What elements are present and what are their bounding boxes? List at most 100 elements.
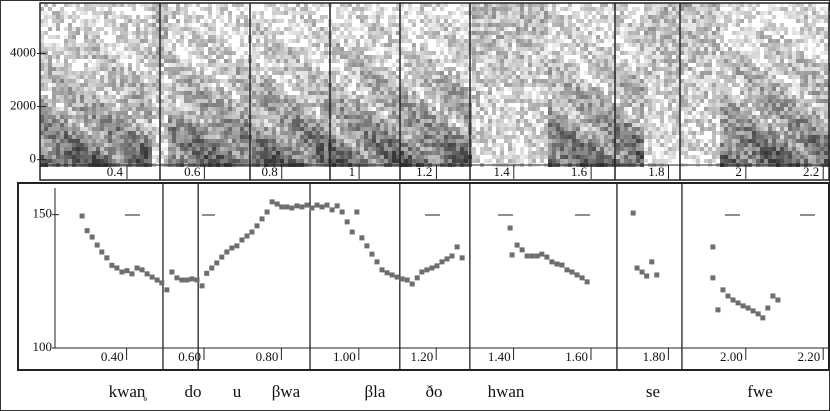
spectrogram-cell (516, 91, 520, 95)
spectrogram-cell (560, 27, 564, 31)
spectrogram-cell (152, 155, 156, 159)
spectrogram-cell (284, 111, 288, 115)
spectrogram-cell (532, 99, 536, 103)
spectrogram-cell (552, 131, 556, 135)
spectrogram-cell (168, 51, 172, 55)
spectrogram-cell (104, 55, 108, 59)
spectrogram-cell (596, 59, 600, 63)
spectrogram-cell (432, 19, 436, 23)
spectrogram-cell (84, 71, 88, 75)
spectrogram-cell (116, 3, 120, 7)
spectrogram-cell (392, 43, 396, 47)
spectrogram-cell (136, 99, 140, 103)
spectrogram-cell (480, 115, 484, 119)
spectrogram-cell (556, 95, 560, 99)
spectrogram-cell (520, 7, 524, 11)
spectrogram-cell (88, 131, 92, 135)
spectrogram-cell (356, 103, 360, 107)
spectrogram-cell (500, 19, 504, 23)
spectrogram-cell (252, 91, 256, 95)
spectrogram-cell (600, 143, 604, 147)
spectrogram-cell (280, 143, 284, 147)
spectrogram-cell (212, 111, 216, 115)
spectrogram-cell (460, 143, 464, 147)
spectrogram-cell (392, 19, 396, 23)
spectrogram-cell (188, 67, 192, 71)
spectrogram-cell (376, 155, 380, 159)
spectrogram-cell (84, 11, 88, 15)
spectrogram-cell (560, 31, 564, 35)
spectrogram-cell (484, 15, 488, 19)
spectrogram-cell (524, 91, 528, 95)
spectrogram-cell (404, 59, 408, 63)
spectrogram-cell (56, 127, 60, 131)
spectrogram-cell (84, 139, 88, 143)
spectrogram-cell (64, 119, 68, 123)
spectrogram-cell (432, 127, 436, 131)
spectrogram-cell (108, 63, 112, 67)
spectrogram-cell (72, 59, 76, 63)
spectrogram-cell (76, 75, 80, 79)
spectrogram-cell (472, 47, 476, 51)
spectrogram-cell (72, 35, 76, 39)
spectrogram-cell (484, 43, 488, 47)
spectrogram-cell (220, 27, 224, 31)
spectrogram-cell (72, 75, 76, 79)
spectrogram-cell (200, 51, 204, 55)
spectrogram-cell (500, 103, 504, 107)
spectrogram-cell (588, 111, 592, 115)
spectrogram-cell (264, 67, 268, 71)
spectrogram-cell (544, 127, 548, 131)
spectrogram-cell (352, 119, 356, 123)
spectrogram-cell (556, 155, 560, 159)
spectrogram-cell (88, 31, 92, 35)
spectrogram-cell (440, 91, 444, 95)
spectrogram-cell (60, 115, 64, 119)
spectrogram-cell (464, 39, 468, 43)
spectrogram-cell (540, 119, 544, 123)
spectrogram-cell (400, 39, 404, 43)
spectrogram-cell (552, 147, 556, 151)
spectrogram-cell (540, 59, 544, 63)
spectrogram-cell (264, 43, 268, 47)
spectrogram-cell (548, 27, 552, 31)
spectrogram-cell (396, 43, 400, 47)
spectrogram-cell (300, 11, 304, 15)
spectrogram-cell (364, 39, 368, 43)
spectrogram-cell (512, 91, 516, 95)
spectrogram-cell (64, 107, 68, 111)
spectrogram-cell (120, 115, 124, 119)
spectrogram-cell (140, 39, 144, 43)
spectrogram-cell (584, 83, 588, 87)
spectrogram-cell (112, 147, 116, 151)
spectrogram-cell (136, 55, 140, 59)
spectrogram-cell (516, 83, 520, 87)
spectrogram-cell (544, 115, 548, 119)
spectrogram-cell (104, 99, 108, 103)
spectrogram-cell (440, 39, 444, 43)
spectrogram-cell (56, 123, 60, 127)
spectrogram-cell (336, 87, 340, 91)
spectrogram-cell (64, 159, 68, 163)
spectrogram-cell (260, 99, 264, 103)
spectrogram-cell (272, 35, 276, 39)
spectrogram-cell (404, 103, 408, 107)
spectrogram-cell (252, 47, 256, 51)
spectrogram-cell (488, 59, 492, 63)
spectrogram-cell (100, 143, 104, 147)
spectrogram-cell (120, 119, 124, 123)
spectrogram-cell (176, 39, 180, 43)
spectrogram-cell (516, 155, 520, 159)
spectrogram-cell (568, 19, 572, 23)
spectrogram-cell (284, 63, 288, 67)
spectrogram-cell (540, 63, 544, 67)
spectrogram-cell (552, 139, 556, 143)
spectrogram-cell (580, 39, 584, 43)
spectrogram-cell (64, 35, 68, 39)
spectrogram-cell (488, 51, 492, 55)
spectrogram-cell (380, 35, 384, 39)
spectrogram-cell (288, 47, 292, 51)
spectrogram-cell (76, 143, 80, 147)
spectrogram-cell (520, 11, 524, 15)
spectrogram-cell (496, 91, 500, 95)
